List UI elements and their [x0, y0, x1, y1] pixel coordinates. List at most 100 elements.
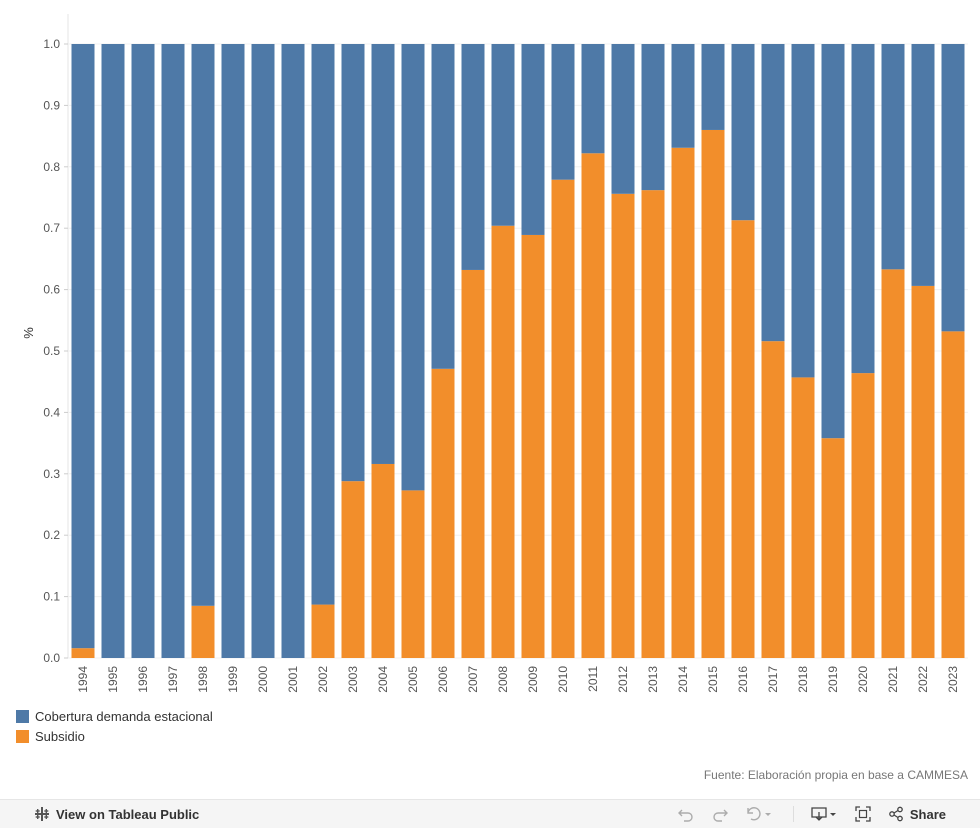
- bar-cobertura-2000[interactable]: [251, 44, 275, 658]
- bar-subsidio-2021[interactable]: [881, 269, 905, 658]
- bar-cobertura-1999[interactable]: [221, 44, 245, 658]
- bar-subsidio-2023[interactable]: [941, 331, 965, 658]
- x-tick-label: 2022: [916, 666, 930, 693]
- x-tick-label: 2014: [676, 666, 690, 693]
- bar-subsidio-2016[interactable]: [731, 220, 755, 658]
- bar-subsidio-1994[interactable]: [71, 648, 95, 658]
- bar-cobertura-2021[interactable]: [881, 44, 905, 270]
- x-tick-label: 2008: [496, 666, 510, 693]
- x-tick-label: 2004: [376, 666, 390, 693]
- legend-item-cobertura[interactable]: Cobertura demanda estacional: [16, 706, 213, 726]
- x-tick-label: 2013: [646, 666, 660, 693]
- bar-subsidio-2012[interactable]: [611, 193, 635, 659]
- bar-subsidio-2003[interactable]: [341, 481, 365, 658]
- undo-button[interactable]: [677, 806, 695, 822]
- y-axis-label: %: [21, 327, 36, 339]
- y-tick-label: 1.0: [43, 37, 60, 51]
- fullscreen-icon: [855, 806, 871, 822]
- bar-subsidio-2018[interactable]: [791, 377, 815, 658]
- x-tick-label: 2018: [796, 666, 810, 693]
- bar-cobertura-2013[interactable]: [641, 44, 665, 191]
- bar-cobertura-2019[interactable]: [821, 44, 845, 439]
- bar-subsidio-2019[interactable]: [821, 438, 845, 658]
- view-on-tableau-public-button[interactable]: View on Tableau Public: [34, 806, 199, 822]
- bar-subsidio-2014[interactable]: [671, 147, 695, 659]
- bar-subsidio-2009[interactable]: [521, 234, 545, 659]
- bar-cobertura-2006[interactable]: [431, 44, 455, 369]
- bar-subsidio-2022[interactable]: [911, 285, 935, 658]
- bar-cobertura-2018[interactable]: [791, 44, 815, 378]
- legend-item-subsidio[interactable]: Subsidio: [16, 726, 213, 746]
- bar-cobertura-2009[interactable]: [521, 44, 545, 235]
- bar-subsidio-2013[interactable]: [641, 190, 665, 658]
- x-axis-ticks: 1994 1995 1996 1997 1998 1999 2000 2001 2002 2003…: [76, 666, 960, 693]
- bar-cobertura-2017[interactable]: [761, 44, 785, 342]
- legend-label-cobertura: Cobertura demanda estacional: [35, 708, 213, 724]
- bar-cobertura-2010[interactable]: [551, 44, 575, 180]
- revert-icon: [747, 807, 761, 821]
- bar-cobertura-2008[interactable]: [491, 44, 515, 226]
- x-tick-label: 2005: [406, 666, 420, 693]
- bar-cobertura-2001[interactable]: [281, 44, 305, 658]
- share-button[interactable]: Share: [888, 806, 946, 822]
- bar-cobertura-2020[interactable]: [851, 44, 875, 374]
- x-tick-label: 2009: [526, 666, 540, 693]
- fullscreen-button[interactable]: [854, 806, 872, 822]
- bar-cobertura-1996[interactable]: [131, 44, 155, 658]
- bar-subsidio-2004[interactable]: [371, 463, 395, 658]
- bar-cobertura-2015[interactable]: [701, 44, 725, 130]
- redo-button[interactable]: [711, 806, 729, 822]
- bar-cobertura-2007[interactable]: [461, 44, 485, 270]
- bar-subsidio-2010[interactable]: [551, 179, 575, 658]
- bar-cobertura-2004[interactable]: [371, 44, 395, 464]
- download-button[interactable]: [810, 806, 838, 822]
- bar-cobertura-2005[interactable]: [401, 44, 425, 491]
- x-tick-label: 1996: [136, 666, 150, 693]
- legend-swatch-subsidio: [16, 729, 29, 743]
- bar-cobertura-1997[interactable]: [161, 44, 185, 658]
- bar-subsidio-2008[interactable]: [491, 225, 515, 658]
- bar-cobertura-1994[interactable]: [71, 44, 95, 649]
- bar-cobertura-2023[interactable]: [941, 44, 965, 332]
- x-tick-label: 1995: [106, 666, 120, 693]
- bar-subsidio-2007[interactable]: [461, 269, 485, 658]
- bar-cobertura-2002[interactable]: [311, 44, 335, 605]
- x-tick-label: 2019: [826, 666, 840, 693]
- bar-subsidio-2015[interactable]: [701, 129, 725, 658]
- bar-subsidio-2005[interactable]: [401, 490, 425, 658]
- x-tick-label: 2017: [766, 666, 780, 693]
- bar-cobertura-1995[interactable]: [101, 44, 125, 658]
- x-tick-label: 2002: [316, 666, 330, 693]
- bar-cobertura-1998[interactable]: [191, 44, 215, 606]
- revert-button[interactable]: [745, 806, 773, 822]
- bar-cobertura-2011[interactable]: [581, 44, 605, 154]
- bar-cobertura-2003[interactable]: [341, 44, 365, 482]
- tableau-toolbar: View on Tableau Public: [0, 799, 980, 828]
- x-tick-label: 2015: [706, 666, 720, 693]
- bar-cobertura-2016[interactable]: [731, 44, 755, 221]
- x-tick-label: 1994: [76, 666, 90, 693]
- x-tick-label: 2006: [436, 666, 450, 693]
- bar-cobertura-2014[interactable]: [671, 44, 695, 148]
- x-tick-label: 2020: [856, 666, 870, 693]
- bar-subsidio-2002[interactable]: [311, 604, 335, 658]
- y-tick-label: 0.9: [43, 98, 60, 112]
- x-tick-label: 2011: [586, 666, 600, 692]
- bar-subsidio-2017[interactable]: [761, 341, 785, 658]
- bar-subsidio-2006[interactable]: [431, 368, 455, 658]
- gridlines: [67, 14, 968, 659]
- x-tick-label: 2003: [346, 666, 360, 693]
- bar-subsidio-1998[interactable]: [191, 605, 215, 658]
- y-tick-label: 0.3: [43, 467, 60, 481]
- bar-subsidio-2011[interactable]: [581, 153, 605, 659]
- x-tick-label: 2007: [466, 666, 480, 693]
- x-tick-label: 1999: [226, 666, 240, 693]
- x-tick-label: 2023: [946, 666, 960, 693]
- y-tick-label: 0.1: [43, 590, 60, 604]
- share-label: Share: [909, 806, 946, 822]
- bar-subsidio-2020[interactable]: [851, 373, 875, 658]
- bar-cobertura-2012[interactable]: [611, 44, 635, 194]
- y-tick-label: 0.2: [43, 528, 60, 542]
- bar-cobertura-2022[interactable]: [911, 44, 935, 286]
- undo-icon: [677, 809, 693, 822]
